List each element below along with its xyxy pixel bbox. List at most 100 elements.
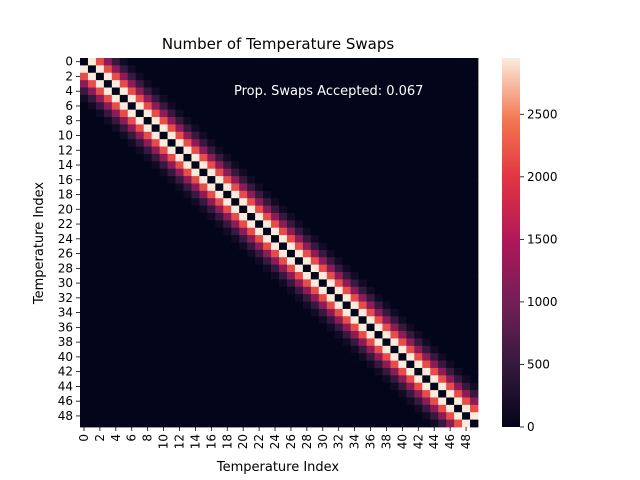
heatmap-cell xyxy=(294,316,304,325)
heatmap-cell xyxy=(374,242,383,251)
heatmap-cell xyxy=(151,183,160,192)
heatmap-cell xyxy=(199,286,208,295)
heatmap-cell xyxy=(279,72,288,81)
heatmap-cell xyxy=(350,257,359,266)
heatmap-cell xyxy=(271,205,280,214)
heatmap-cell xyxy=(239,345,248,354)
heatmap-cell xyxy=(470,353,479,361)
heatmap-cell xyxy=(374,183,383,192)
heatmap-cell xyxy=(294,294,304,302)
heatmap-cell xyxy=(239,242,248,251)
heatmap-cell xyxy=(430,190,439,199)
y-tick-label: 24 xyxy=(58,232,73,246)
heatmap-cell xyxy=(143,87,153,96)
heatmap-cell xyxy=(151,131,160,140)
heatmap-cell xyxy=(223,257,232,266)
heatmap-cell xyxy=(406,279,415,288)
heatmap-cell xyxy=(318,242,328,251)
heatmap-cell xyxy=(438,301,447,310)
heatmap-cell xyxy=(350,220,359,229)
heatmap-cell xyxy=(271,345,280,354)
heatmap-cell xyxy=(350,212,359,221)
heatmap-cell xyxy=(271,419,280,428)
heatmap-cell xyxy=(454,375,463,384)
heatmap-cell xyxy=(80,264,89,273)
heatmap-cell xyxy=(446,404,455,413)
heatmap-cell xyxy=(231,161,240,170)
heatmap-cell xyxy=(382,242,391,251)
heatmap-cell xyxy=(95,249,105,258)
heatmap-cell xyxy=(398,139,407,147)
heatmap-cell xyxy=(215,153,224,162)
heatmap-cell xyxy=(302,316,312,325)
heatmap-cell xyxy=(462,109,471,118)
heatmap-cell xyxy=(446,58,455,66)
heatmap-cell xyxy=(366,94,375,103)
heatmap-cell xyxy=(207,72,216,81)
heatmap-cell xyxy=(215,257,224,266)
heatmap-cell xyxy=(318,153,328,162)
heatmap-cell xyxy=(406,94,415,103)
heatmap-cell xyxy=(446,272,455,280)
heatmap-cell xyxy=(422,338,431,347)
heatmap-cell xyxy=(390,212,399,221)
heatmap-cell xyxy=(462,338,471,347)
heatmap-cell xyxy=(167,301,176,310)
heatmap-cell xyxy=(239,87,248,96)
heatmap-cell xyxy=(95,109,105,118)
heatmap-cell xyxy=(470,249,479,258)
heatmap-cell xyxy=(247,272,256,280)
heatmap-cell xyxy=(215,345,224,354)
heatmap-cell xyxy=(191,131,200,140)
heatmap-cell xyxy=(159,404,168,413)
heatmap-cell xyxy=(302,294,312,302)
heatmap-cell xyxy=(470,168,479,177)
heatmap-cell xyxy=(470,212,479,221)
heatmap-cell xyxy=(80,198,89,206)
heatmap-cell xyxy=(279,109,288,118)
heatmap-cell xyxy=(207,294,216,302)
heatmap-cell xyxy=(446,161,455,170)
heatmap-cell xyxy=(462,65,471,74)
heatmap-cell xyxy=(438,331,447,339)
heatmap-cell xyxy=(318,146,328,155)
heatmap-cell xyxy=(334,272,344,280)
heatmap-cell xyxy=(255,249,264,258)
heatmap-cell xyxy=(350,146,359,155)
heatmap-cell xyxy=(80,183,89,192)
heatmap-cell xyxy=(199,205,208,214)
heatmap-cell xyxy=(294,249,304,258)
heatmap-cell xyxy=(151,235,160,243)
heatmap-cell xyxy=(470,139,479,147)
y-tick-label: 38 xyxy=(58,335,73,349)
heatmap-cell xyxy=(286,183,296,192)
heatmap-cell xyxy=(111,161,121,170)
heatmap-cell xyxy=(119,345,129,354)
heatmap-cell xyxy=(231,205,240,214)
heatmap-cell xyxy=(199,367,208,376)
heatmap-cell xyxy=(143,279,153,288)
heatmap-cell xyxy=(342,331,352,339)
heatmap-cell xyxy=(103,375,113,384)
heatmap-cell xyxy=(470,131,479,140)
heatmap-cell xyxy=(80,323,89,332)
heatmap-cell xyxy=(406,87,415,96)
heatmap-cell xyxy=(223,139,232,147)
heatmap-cell xyxy=(175,367,184,376)
heatmap-cell xyxy=(366,249,375,258)
heatmap-cell xyxy=(326,272,336,280)
heatmap-cell xyxy=(374,102,383,111)
heatmap-cell xyxy=(80,87,89,96)
heatmap-cell xyxy=(87,72,97,81)
heatmap-cell xyxy=(167,212,176,221)
heatmap-cell xyxy=(271,87,280,96)
heatmap-cell xyxy=(326,279,336,288)
heatmap-cell xyxy=(454,102,463,111)
heatmap-cell xyxy=(231,272,240,280)
heatmap-cell xyxy=(191,65,200,74)
heatmap-cell xyxy=(279,367,288,376)
heatmap-cell xyxy=(286,168,296,177)
heatmap-cell xyxy=(255,139,264,147)
heatmap-cell xyxy=(119,72,129,81)
heatmap-cell xyxy=(119,301,129,310)
